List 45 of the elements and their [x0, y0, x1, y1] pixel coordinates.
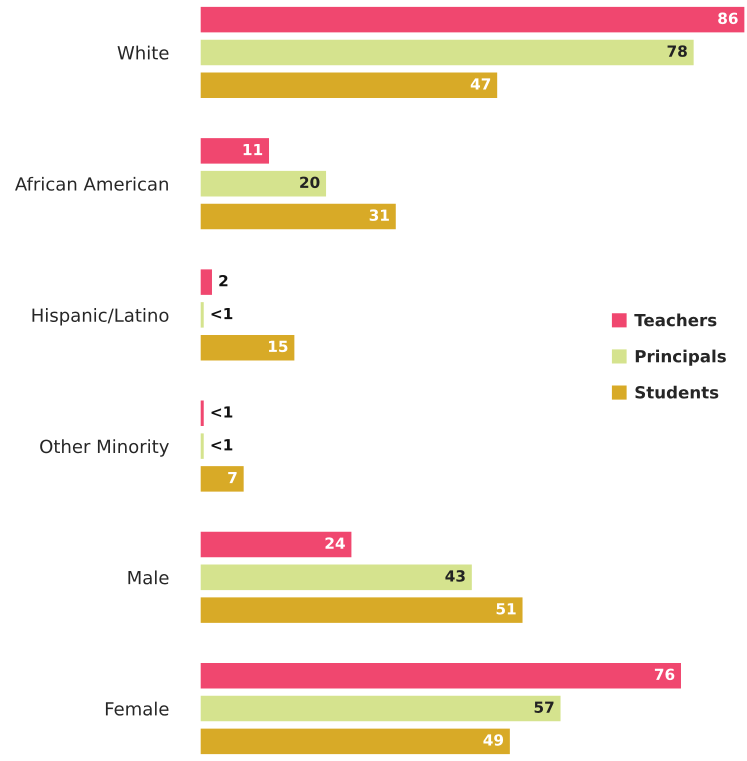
- bar: [200, 334, 296, 362]
- bar: [200, 268, 214, 296]
- data-label: 76: [654, 668, 674, 680]
- y-tick-label: Hispanic/Latino: [32, 308, 168, 326]
- bar: [200, 136, 270, 166]
- bar: [200, 694, 562, 723]
- data-label: <1: [212, 406, 232, 418]
- data-label: 15: [268, 340, 288, 352]
- y-tick-label: Other Minority: [40, 439, 169, 457]
- data-label: 31: [370, 209, 389, 221]
- legend-label: Students: [635, 386, 718, 399]
- data-label: 86: [718, 12, 738, 24]
- data-label: <1: [212, 439, 232, 450]
- data-label: 20: [300, 176, 320, 188]
- data-label: 51: [496, 603, 516, 615]
- bar: [200, 202, 398, 231]
- bar: [200, 6, 746, 34]
- bar: [200, 563, 474, 592]
- bar: [200, 727, 512, 756]
- bar: [200, 399, 206, 428]
- legend-label: Principals: [636, 350, 726, 366]
- data-label: 57: [534, 702, 554, 713]
- bar: [200, 464, 246, 494]
- bar: [200, 38, 696, 67]
- data-label: 43: [445, 570, 465, 582]
- legend-label: Teachers: [634, 313, 716, 326]
- bar: [200, 596, 524, 624]
- data-label: <1: [212, 308, 232, 320]
- bar: [200, 432, 206, 460]
- data-label: 7: [228, 472, 237, 484]
- y-tick-label: White: [118, 46, 168, 60]
- data-label: 2: [219, 274, 228, 286]
- y-tick-label: Female: [106, 702, 168, 716]
- data-label: 78: [668, 45, 687, 57]
- data-label: 47: [470, 78, 490, 90]
- data-label: 49: [483, 734, 504, 746]
- bar: [200, 530, 353, 559]
- data-label: 24: [326, 537, 345, 549]
- y-tick-label: African American: [15, 176, 168, 191]
- bar: [200, 662, 682, 690]
- bar: [200, 71, 499, 100]
- data-label: 11: [244, 144, 262, 156]
- y-tick-label: Male: [128, 570, 168, 584]
- bar: [200, 300, 206, 330]
- bar: [200, 170, 328, 198]
